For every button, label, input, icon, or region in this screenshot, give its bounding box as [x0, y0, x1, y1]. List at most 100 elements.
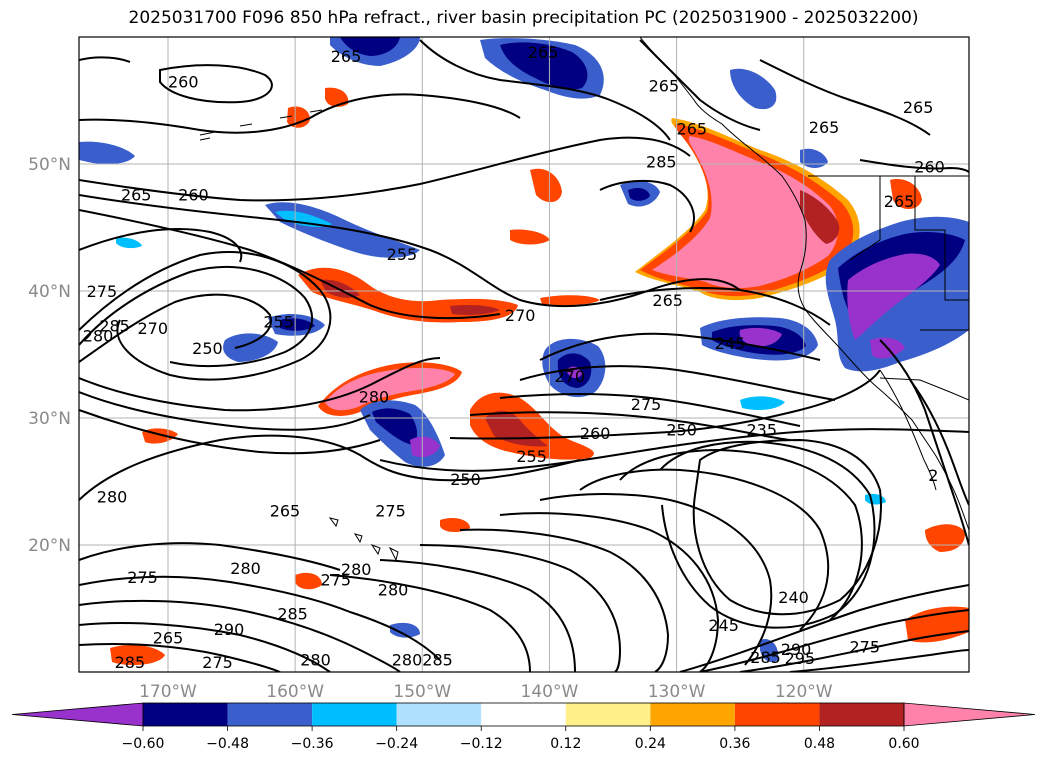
colorbar: −0.60 −0.48 −0.36 −0.24 −0.12 0.12 0.24 0.36 0.4…: [11, 702, 1036, 752]
colorbar-swatch: [143, 703, 228, 726]
contour-line: [329, 574, 531, 672]
colorbar-tick-label: 0.24: [635, 736, 666, 752]
pc-fill-ak-coast: [730, 68, 777, 110]
contour-line: [599, 179, 695, 233]
coastlines: [199, 37, 969, 562]
contour-label: 280: [300, 650, 331, 669]
contour-label: 285: [646, 152, 677, 171]
pc-fill-ak-coast-b: [800, 148, 828, 168]
contour-label: 280: [359, 387, 390, 406]
contour-label: 275: [321, 570, 352, 589]
contour-line: [459, 528, 670, 672]
pc-fill-goa-navy: [500, 42, 588, 90]
contour-line: [789, 649, 969, 672]
contour-line: [79, 136, 691, 202]
contour-line: [539, 332, 821, 361]
contour-label: 245: [715, 334, 746, 353]
contour-line: [419, 39, 671, 141]
chart-title: 2025031700 F096 850 hPa refract., river …: [128, 8, 919, 28]
contour-label: 290: [781, 640, 812, 659]
contour-line: [739, 630, 969, 672]
pc-fill-47n-cyan: [275, 210, 332, 227]
colorbar-tick-label: 0.36: [719, 736, 750, 752]
contour-line: [79, 209, 501, 320]
colorbar-outline: [142, 702, 905, 727]
pc-fill-30n-purple: [410, 436, 440, 458]
contour-label: 265: [903, 98, 934, 117]
pc-fill-speck-b: [390, 622, 420, 638]
pc-fill-goa2-navy: [340, 37, 400, 56]
contour-line: [499, 392, 801, 427]
plot-frame: [78, 36, 970, 673]
coastline-north-america: [639, 37, 969, 531]
contour-line: [449, 369, 881, 440]
colorbar-tick-label: −0.48: [206, 736, 249, 752]
contour-label: 265: [528, 43, 559, 62]
islands-hawaii: [328, 517, 399, 562]
contour-line: [619, 448, 863, 621]
contour-line: [79, 93, 521, 134]
refractivity-contours: [79, 39, 969, 672]
colorbar-extend-min: [11, 702, 144, 727]
contour-line: [379, 559, 576, 672]
x-tick-label: 130°W: [648, 682, 706, 702]
contour-label: 250: [450, 470, 481, 489]
contour-line: [159, 64, 273, 104]
pc-fill-patch-f: [110, 644, 165, 666]
pc-fill-patch-g: [890, 179, 922, 209]
contour-line: [419, 544, 622, 672]
contour-label: 280: [341, 560, 372, 579]
colorbar-swatch: [227, 703, 313, 726]
contour-label: 2: [928, 466, 938, 485]
pc-fill-patch-l: [540, 295, 600, 306]
pc-fill-band40-darkred: [320, 279, 500, 315]
contour-label: 265: [153, 629, 184, 648]
gridlines: [79, 37, 969, 672]
contour-line: [859, 159, 969, 173]
contour-line: [909, 379, 969, 506]
contour-label: 265: [121, 185, 152, 204]
contour-line: [699, 609, 969, 672]
colorbar-swatch: [565, 703, 651, 726]
pc-fill-35n-purple: [739, 327, 782, 347]
colorbar-tick-label: −0.24: [375, 736, 418, 752]
contour-label: 275: [631, 395, 662, 414]
x-axis-ticks: 170°W 160°W 150°W 140°W 130°W 120°W: [139, 682, 833, 702]
contour-line: [79, 228, 243, 263]
contour-label: 260: [178, 185, 209, 204]
border-state-b: [914, 176, 969, 301]
contour-label: 285: [99, 316, 130, 335]
pc-fill-37n-blue: [223, 333, 278, 362]
contour-label: 285: [750, 648, 781, 667]
x-tick-label: 170°W: [139, 682, 197, 702]
colorbar-tick-label: −0.12: [460, 736, 503, 752]
contour-label: 285: [422, 650, 453, 669]
colorbar-swatch: [396, 703, 482, 726]
contour-label: 275: [375, 502, 406, 521]
pc-fill-patch-h: [510, 229, 550, 245]
contour-line: [79, 265, 314, 368]
contour-label: 260: [168, 72, 199, 91]
pc-fill-speck-e: [116, 237, 142, 249]
contour-line: [79, 251, 332, 381]
contour-line: [519, 365, 836, 401]
colorbar-tick-label: 0.12: [550, 736, 581, 752]
pc-fill-cal-purple: [847, 253, 940, 340]
contour-label: 255: [516, 447, 547, 466]
contour-line: [79, 391, 371, 431]
border-state-a: [849, 176, 881, 261]
contour-label: 265: [884, 192, 915, 211]
contour-line: [469, 411, 791, 441]
contour-line: [79, 56, 131, 63]
contour-line: [79, 542, 341, 571]
contour-line: [379, 428, 969, 472]
contour-label: 280: [83, 326, 114, 345]
contour-label: 235: [746, 420, 777, 439]
colorbar-swatch: [734, 703, 820, 726]
y-tick-label: 40°N: [28, 282, 71, 302]
contour-label: 255: [263, 312, 294, 331]
colorbar-tick-label: −0.36: [291, 736, 334, 752]
